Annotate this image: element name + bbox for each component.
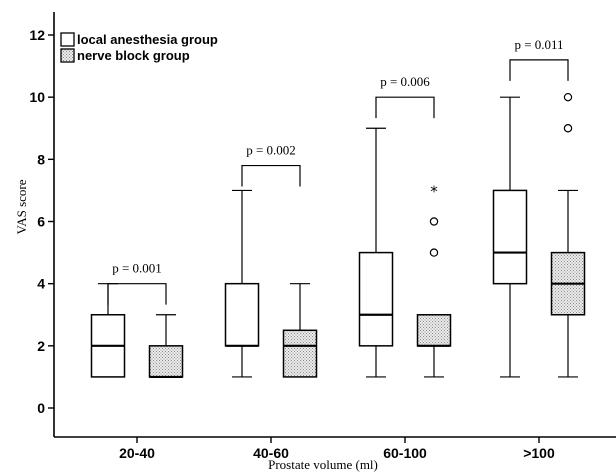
x-tick-label: 40-60 xyxy=(253,445,289,461)
p-value-label: p = 0.002 xyxy=(246,143,296,158)
plot-area: 0 2 4 6 8 10 12 20-40 40-60 60-100 >100 * p = 0.001 p… xyxy=(29,12,616,461)
x-tick-label: 60-100 xyxy=(383,445,427,461)
significance-bracket xyxy=(375,96,435,119)
y-tick-label: 0 xyxy=(37,400,45,416)
outlier-point xyxy=(429,248,439,257)
box-nerve-block: * xyxy=(416,182,452,378)
box-nerve-block xyxy=(282,283,318,378)
y-tick-label: 8 xyxy=(37,151,45,167)
outlier-point xyxy=(429,217,439,226)
box-nerve-block xyxy=(148,314,184,379)
box-local-anesthesia xyxy=(224,189,260,378)
outlier-point xyxy=(563,124,573,133)
iqr-box xyxy=(282,329,318,378)
y-tick-label: 4 xyxy=(37,276,45,292)
legend-label: nerve block group xyxy=(77,48,190,63)
iqr-box xyxy=(416,314,452,347)
legend-swatch xyxy=(60,32,75,47)
p-value-label: p = 0.011 xyxy=(514,37,563,52)
x-tick-label: 20-40 xyxy=(119,445,155,461)
y-axis-title: VAS score xyxy=(14,179,29,234)
x-tick-label: >100 xyxy=(523,445,555,461)
box-nerve-block xyxy=(550,92,586,378)
p-value-label: p = 0.006 xyxy=(380,74,430,89)
box-local-anesthesia xyxy=(358,127,394,378)
significance-bracket xyxy=(107,283,167,305)
y-tick-label: 12 xyxy=(29,27,45,43)
y-tick-label: 10 xyxy=(29,89,45,105)
iqr-box xyxy=(224,282,260,347)
significance-bracket xyxy=(509,59,569,81)
iqr-box xyxy=(148,345,184,378)
y-tick-label: 6 xyxy=(37,214,45,230)
p-value-label: p = 0.001 xyxy=(112,261,162,276)
y-tick-label: 2 xyxy=(37,338,45,354)
iqr-box xyxy=(358,251,394,347)
box-local-anesthesia xyxy=(90,283,126,378)
legend-label: local anesthesia group xyxy=(77,32,218,47)
outlier-extreme: * xyxy=(430,182,438,200)
box-local-anesthesia xyxy=(492,96,528,378)
legend-swatch xyxy=(60,48,75,63)
iqr-box xyxy=(492,189,528,285)
significance-bracket xyxy=(241,164,301,187)
outlier-point xyxy=(563,92,573,102)
x-axis-title: Prostate volume (ml) xyxy=(268,457,378,472)
